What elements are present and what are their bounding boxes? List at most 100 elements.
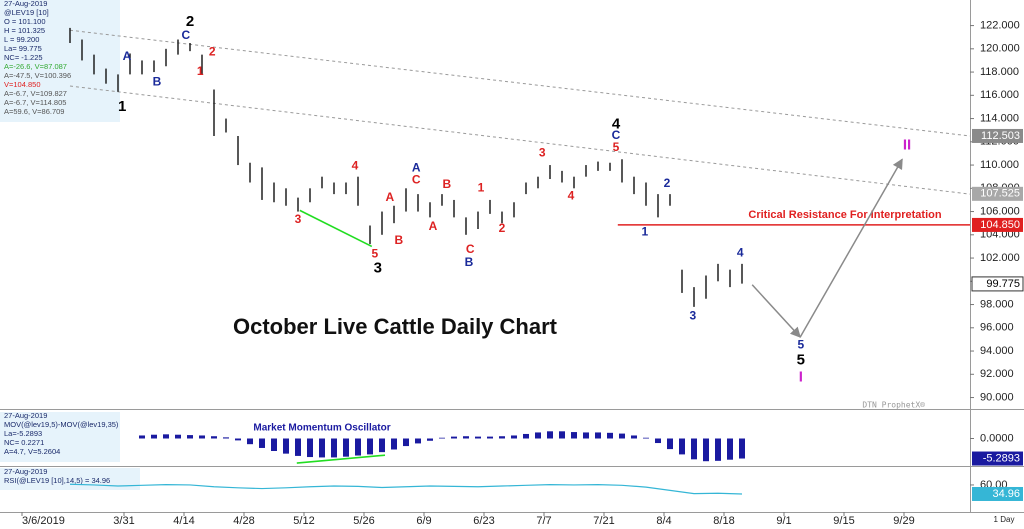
y-tick-label: 122.000: [980, 19, 1020, 31]
info-box: [0, 0, 120, 122]
oscillator-bar: [415, 438, 421, 444]
oscillator-bar: [139, 435, 145, 439]
wave-label: A: [123, 49, 132, 63]
wave-label: 4: [352, 158, 359, 172]
wave-label: 1: [641, 225, 648, 239]
wave-label: C: [612, 128, 621, 142]
oscillator-bar: [439, 437, 445, 439]
oscillator-bar: [151, 434, 157, 439]
wave-label: 5: [613, 140, 620, 154]
x-tick-label: 6/23: [473, 515, 494, 527]
price-flag-label: 34.96: [992, 488, 1020, 500]
wave-label: 2: [209, 44, 216, 58]
price-flag: [971, 276, 1024, 292]
y-tick-label: 114.000: [980, 112, 1019, 124]
y-tick-label: 90.000: [980, 391, 1014, 403]
x-tick-label: 9/29: [893, 515, 914, 527]
resistance-label: Critical Resistance For Interpretation: [748, 209, 941, 221]
oscillator-bar: [379, 438, 385, 453]
oscillator-bar: [667, 438, 673, 450]
rsi-line: [69, 483, 743, 495]
oscillator-bar: [199, 435, 205, 439]
oscillator-bar: [619, 433, 625, 439]
info-text: A=-47.5, V=100.396: [4, 71, 71, 80]
info-text: NC= -1.225: [4, 53, 43, 62]
wave-label: B: [153, 75, 162, 89]
x-tick-label: 9/15: [833, 515, 854, 527]
x-tick-label: 7/21: [593, 515, 614, 527]
info-text: 27-Aug-2019: [4, 0, 47, 8]
y-tick-label: 118.000: [980, 66, 1019, 78]
wave-label: I: [799, 369, 803, 386]
wave-label: 1: [118, 98, 126, 115]
wave-label: 1: [478, 180, 485, 194]
info-text: A=-26.6, V=87.087: [4, 62, 67, 71]
oscillator-bar: [691, 438, 697, 460]
wave-label: B: [465, 255, 474, 269]
info-text: A=-6.7, V=114.805: [4, 98, 66, 107]
oscillator-bar: [463, 436, 469, 439]
wave-label: A: [429, 219, 438, 233]
wave-label: 2: [664, 176, 671, 190]
y-tick-label: 98.000: [980, 298, 1014, 310]
price-flag: [972, 486, 1023, 501]
y-tick-label: 96.000: [980, 322, 1014, 334]
x-tick-label: 4/14: [173, 515, 194, 527]
price-flag: [972, 451, 1023, 466]
oscillator-bar: [331, 438, 337, 458]
info-text: O = 101.100: [4, 17, 46, 26]
price-flag-label: 99.775: [986, 278, 1020, 290]
oscillator-bar: [223, 437, 229, 439]
oscillator-bar: [703, 438, 709, 462]
oscillator-bar: [427, 438, 433, 441]
oscillator-bar: [571, 432, 577, 439]
price-flag-label: 112.503: [981, 130, 1020, 142]
wave-label: 2: [186, 13, 194, 30]
price-flag-label: 104.850: [980, 219, 1020, 231]
info-text: 27-Aug-2019: [4, 411, 47, 420]
oscillator-bar: [259, 438, 265, 448]
price-flag-label: -5.2893: [983, 452, 1020, 464]
x-tick-label: 5/12: [293, 515, 314, 527]
trend-line: [299, 209, 373, 248]
oscillator-bar: [655, 438, 661, 444]
wave-label: 3: [539, 146, 546, 160]
y-tick-label: 110.000: [980, 159, 1019, 171]
x-tick-label: 5/26: [353, 515, 374, 527]
wave-label: 3: [374, 259, 382, 276]
oscillator-bar: [535, 432, 541, 439]
oscillator-bar: [523, 433, 529, 439]
info-text: 27-Aug-2019: [4, 467, 47, 476]
wave-label: 1: [197, 64, 204, 78]
price-flag-label: 107.525: [980, 188, 1020, 200]
chart-title: October Live Cattle Daily Chart: [233, 314, 558, 339]
y-tick-label: 116.000: [980, 89, 1019, 101]
oscillator-bar: [727, 438, 733, 460]
x-tick-label: 3/6/2019: [22, 515, 65, 527]
period-label: 1 Day: [994, 515, 1015, 524]
oscillator-bar: [319, 438, 325, 458]
y-tick-label: 102.000: [980, 252, 1020, 264]
oscillator-bar: [715, 438, 721, 461]
oscillator-bar: [559, 431, 565, 439]
trend-line: [69, 85, 971, 195]
wave-label: 3: [689, 308, 696, 322]
y-tick-label: 92.000: [980, 368, 1014, 380]
oscillator-label: Market Momentum Oscillator: [253, 423, 390, 434]
trend-line: [296, 454, 386, 464]
wave-label: 5: [797, 351, 805, 368]
info-text: A=4.7, V=5.2604: [4, 447, 60, 456]
info-text: A=-6.7, V=109.827: [4, 89, 67, 98]
oscillator-bar: [295, 438, 301, 456]
info-text: La=-5.2893: [4, 429, 42, 438]
price-flag: [972, 128, 1023, 143]
wave-label: II: [903, 136, 911, 153]
info-box: [0, 468, 140, 490]
wave-label: 5: [371, 247, 378, 261]
info-text: La= 99.775: [4, 44, 42, 53]
price-flag: [972, 186, 1023, 201]
oscillator-bar: [607, 432, 613, 439]
oscillator-bar: [367, 438, 373, 455]
